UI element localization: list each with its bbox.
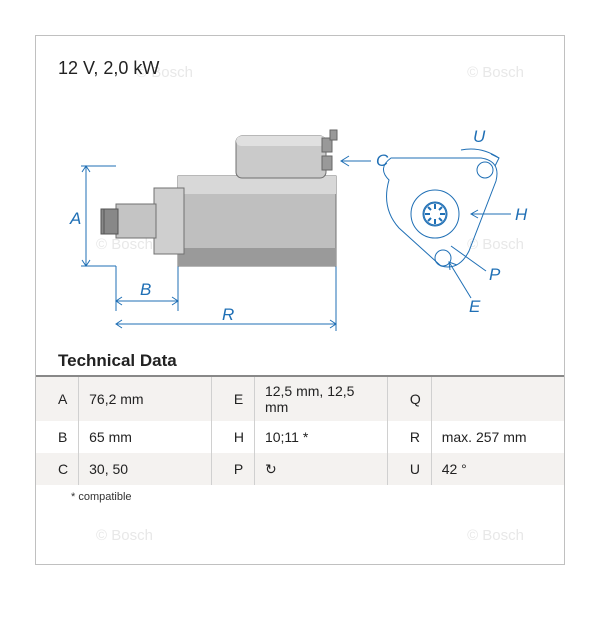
svg-text:R: R — [222, 305, 234, 324]
param-value: 76,2 mm — [79, 377, 212, 421]
footnote: * compatible — [36, 485, 564, 509]
technical-drawing: A B R C — [56, 96, 546, 341]
svg-text:A: A — [69, 209, 81, 228]
table-row: C 30, 50 P ↻ U 42 ° — [36, 453, 564, 485]
svg-text:H: H — [515, 205, 528, 224]
param-label: U — [387, 453, 431, 485]
param-label: H — [211, 421, 254, 453]
param-value: 12,5 mm, 12,5 mm — [254, 377, 387, 421]
watermark: © Bosch — [96, 527, 153, 544]
param-label: E — [211, 377, 254, 421]
sheet-border: © Bosch © Bosch © Bosch © Bosch © Bosch … — [35, 35, 565, 565]
param-value — [431, 377, 564, 421]
param-value: max. 257 mm — [431, 421, 564, 453]
param-value: 30, 50 — [79, 453, 212, 485]
technical-data-table: A 76,2 mm E 12,5 mm, 12,5 mm Q B 65 mm H… — [36, 377, 564, 485]
technical-data-section: Technical Data A 76,2 mm E 12,5 mm, 12,5… — [36, 351, 564, 509]
param-label: Q — [387, 377, 431, 421]
svg-text:E: E — [469, 297, 481, 316]
param-value: 42 ° — [431, 453, 564, 485]
param-value: 10;11 * — [254, 421, 387, 453]
param-label: B — [36, 421, 79, 453]
param-label: R — [387, 421, 431, 453]
svg-text:P: P — [489, 265, 501, 284]
param-value: 65 mm — [79, 421, 212, 453]
param-label: P — [211, 453, 254, 485]
param-label: A — [36, 377, 79, 421]
electrical-spec: 12 V, 2,0 kW — [58, 58, 159, 79]
svg-text:C: C — [376, 151, 389, 170]
watermark: © Bosch — [467, 64, 524, 81]
table-title: Technical Data — [36, 351, 564, 377]
param-label: C — [36, 453, 79, 485]
svg-text:U: U — [473, 127, 486, 146]
table-row: B 65 mm H 10;11 * R max. 257 mm — [36, 421, 564, 453]
svg-text:B: B — [140, 280, 151, 299]
table-row: A 76,2 mm E 12,5 mm, 12,5 mm Q — [36, 377, 564, 421]
watermark: © Bosch — [467, 527, 524, 544]
param-value: ↻ — [254, 453, 387, 485]
